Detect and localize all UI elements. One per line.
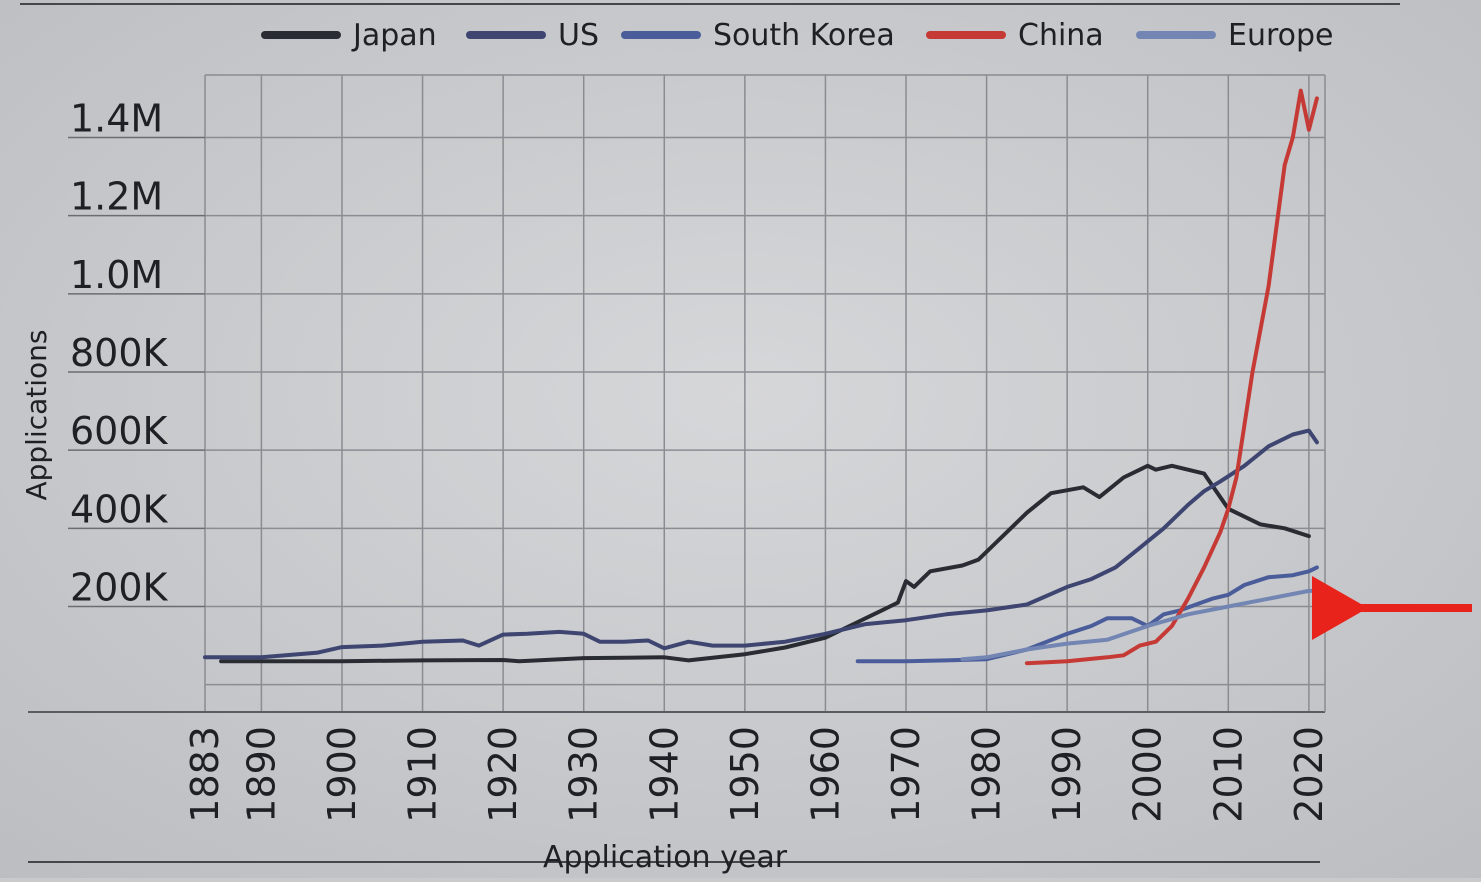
- y-tick-label-6: 1.4M: [70, 97, 163, 141]
- x-tick-label-5: 1930: [562, 726, 606, 823]
- x-tick-label-13: 2010: [1206, 726, 1250, 823]
- series-lines: [203, 88, 1319, 666]
- series-line-us: [203, 428, 1319, 660]
- x-tick-label-3: 1910: [401, 726, 445, 823]
- grid: [28, 74, 1326, 713]
- y-axis-title: Applications: [20, 329, 53, 500]
- y-tick-label-5: 1.2M: [70, 175, 163, 219]
- y-tick-label-3: 800K: [70, 331, 169, 375]
- x-axis-ticks: 1883 1890 1900 1910 1920 1930 1940 1950 1960 1970…: [183, 726, 1331, 823]
- legend: Japan US South Korea China Europe: [261, 18, 1334, 53]
- legend-label-south-korea: South Korea: [713, 18, 895, 53]
- legend-label-europe: Europe: [1228, 18, 1334, 53]
- x-tick-label-12: 2000: [1126, 726, 1170, 823]
- series-line-japan: [219, 463, 1311, 664]
- x-tick-label-10: 1980: [965, 726, 1009, 823]
- x-tick-label-4: 1920: [481, 726, 525, 823]
- series-line-china: [1024, 88, 1319, 666]
- x-tick-label-6: 1940: [642, 726, 686, 823]
- x-tick-label-8: 1960: [803, 726, 847, 823]
- x-tick-label-11: 1990: [1045, 726, 1089, 823]
- legend-label-china: China: [1018, 18, 1104, 53]
- series-line-europe: [960, 588, 1319, 662]
- y-tick-label-2: 600K: [70, 409, 169, 453]
- x-tick-label-14: 2020: [1287, 726, 1331, 823]
- legend-label-us: US: [558, 18, 599, 53]
- legend-label-japan: Japan: [351, 18, 437, 53]
- x-tick-label-9: 1970: [884, 726, 928, 823]
- y-tick-label-1: 400K: [70, 487, 169, 531]
- y-tick-label-0: 200K: [70, 565, 169, 609]
- y-tick-label-4: 1.0M: [70, 253, 163, 297]
- x-tick-label-1: 1890: [239, 726, 283, 823]
- y-axis-ticks: 200K 400K 600K 800K 1.0M 1.2M 1.4M: [68, 97, 205, 609]
- x-tick-label-2: 1900: [320, 726, 364, 823]
- x-tick-label-0: 1883: [183, 726, 227, 823]
- x-tick-label-7: 1950: [723, 726, 767, 823]
- x-axis-title: Application year: [543, 840, 788, 875]
